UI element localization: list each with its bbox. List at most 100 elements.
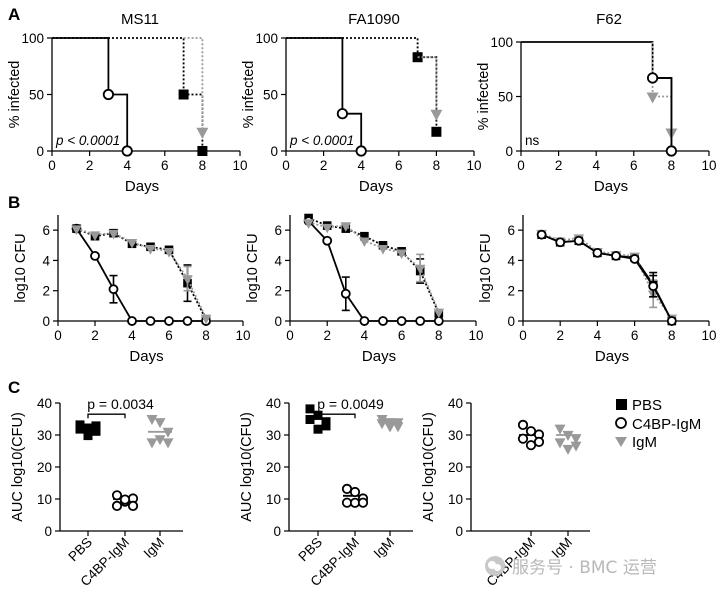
- x-tick-label: 2: [86, 158, 94, 173]
- x-category-label: PBS: [295, 535, 325, 565]
- x-tick-label: 0: [282, 158, 290, 173]
- data-point-c4bp-igm: [90, 250, 100, 261]
- x-tick-label: 6: [630, 158, 638, 173]
- y-tick-label: 40: [37, 396, 52, 411]
- data-point-pbs: [313, 424, 323, 434]
- x-tick-label: 2: [320, 158, 328, 173]
- y-tick-label: 30: [266, 428, 281, 443]
- y-tick-label: 0: [42, 314, 50, 329]
- y-tick-label: 100: [255, 31, 278, 46]
- x-tick-label: 0: [54, 328, 62, 343]
- data-point-igm: [154, 435, 166, 446]
- x-tick-label: 4: [592, 158, 600, 173]
- y-axis-title: AUC log10(CFU): [10, 412, 26, 522]
- y-tick-label: 50: [498, 90, 513, 105]
- data-point-c4bp-igm: [611, 250, 621, 261]
- y-tick-label: 10: [448, 492, 463, 507]
- chart-title: FA1090: [348, 11, 400, 28]
- data-point-c4bp-igm: [646, 72, 659, 84]
- y-tick-label: 30: [448, 428, 463, 443]
- y-tick-label: 6: [507, 223, 515, 238]
- legend-marker-c4bp-igm: [615, 417, 627, 429]
- y-tick-label: 30: [37, 428, 52, 443]
- y-tick-label: 0: [36, 144, 44, 159]
- stat-annotation: ns: [525, 133, 540, 148]
- x-category-label: PBS: [65, 535, 95, 565]
- data-point-c4bp-igm: [349, 486, 361, 498]
- y-tick-label: 6: [274, 223, 282, 238]
- x-tick-label: 6: [398, 328, 406, 343]
- data-point-c4bp-igm: [533, 436, 545, 447]
- legend-label-pbs: PBS: [632, 397, 662, 414]
- y-axis-title: log10 CFU: [478, 233, 494, 302]
- x-axis-title: Days: [125, 178, 159, 195]
- x-axis-title: Days: [594, 178, 628, 195]
- x-tick-label: 4: [594, 328, 602, 343]
- stat-annotation: p = 0.0034: [87, 396, 154, 412]
- data-point-pbs: [91, 421, 101, 431]
- data-point-igm: [570, 434, 582, 445]
- data-point-c4bp-igm: [127, 500, 139, 511]
- x-tick-label: 10: [235, 328, 250, 343]
- x-tick-label: 10: [466, 158, 481, 173]
- significance-bracket: [317, 413, 356, 419]
- y-tick-label: 0: [273, 524, 281, 539]
- x-tick-label: 6: [395, 158, 403, 173]
- x-tick-label: 8: [202, 328, 210, 343]
- data-point-igm: [196, 127, 209, 139]
- data-point-igm: [554, 424, 566, 435]
- data-point-igm: [163, 248, 175, 258]
- y-tick-label: 0: [274, 314, 282, 329]
- data-point-c4bp-igm: [378, 316, 388, 326]
- y-tick-label: 2: [507, 284, 515, 299]
- y-tick-label: 20: [266, 460, 281, 475]
- x-tick-label: 2: [323, 328, 331, 343]
- y-tick-label: 10: [37, 492, 52, 507]
- data-point-igm: [562, 430, 574, 441]
- y-tick-label: 50: [263, 88, 278, 103]
- data-point-igm: [562, 444, 574, 455]
- x-tick-label: 2: [555, 158, 563, 173]
- x-tick-label: 2: [556, 328, 564, 343]
- y-tick-label: 4: [42, 253, 50, 268]
- data-point-igm: [359, 237, 370, 248]
- x-tick-label: 8: [435, 328, 443, 343]
- data-point-igm: [377, 245, 389, 255]
- data-point-igm: [182, 275, 193, 285]
- x-category-label: IgM: [141, 535, 168, 562]
- x-tick-label: 0: [286, 328, 294, 343]
- x-tick-label: 10: [232, 158, 247, 173]
- x-tick-label: 2: [91, 328, 99, 343]
- x-tick-label: 0: [48, 158, 56, 173]
- data-point-c4bp-igm: [415, 316, 426, 326]
- wechat-icon: [485, 555, 505, 576]
- x-axis-title: Days: [362, 348, 396, 365]
- data-point-igm: [71, 225, 82, 235]
- y-tick-label: 20: [448, 460, 463, 475]
- x-axis-title: Days: [129, 348, 163, 365]
- data-point-c4bp-igm: [396, 316, 407, 326]
- chart-title: MS11: [121, 11, 159, 28]
- y-tick-label: 0: [44, 524, 52, 539]
- x-tick-label: 6: [161, 158, 169, 173]
- data-point-pbs: [305, 404, 315, 414]
- x-tick-label: 8: [668, 158, 676, 173]
- y-tick-label: 10: [266, 492, 281, 507]
- data-point-c4bp-igm: [359, 316, 370, 326]
- data-point-igm: [392, 422, 404, 433]
- panel-label-b: B: [8, 193, 20, 212]
- x-tick-label: 4: [357, 158, 365, 173]
- x-tick-label: 0: [517, 158, 525, 173]
- chart-title: F62: [596, 11, 622, 28]
- data-point-c4bp-igm: [119, 494, 131, 505]
- x-tick-label: 8: [668, 328, 676, 343]
- data-point-c4bp-igm: [573, 235, 584, 246]
